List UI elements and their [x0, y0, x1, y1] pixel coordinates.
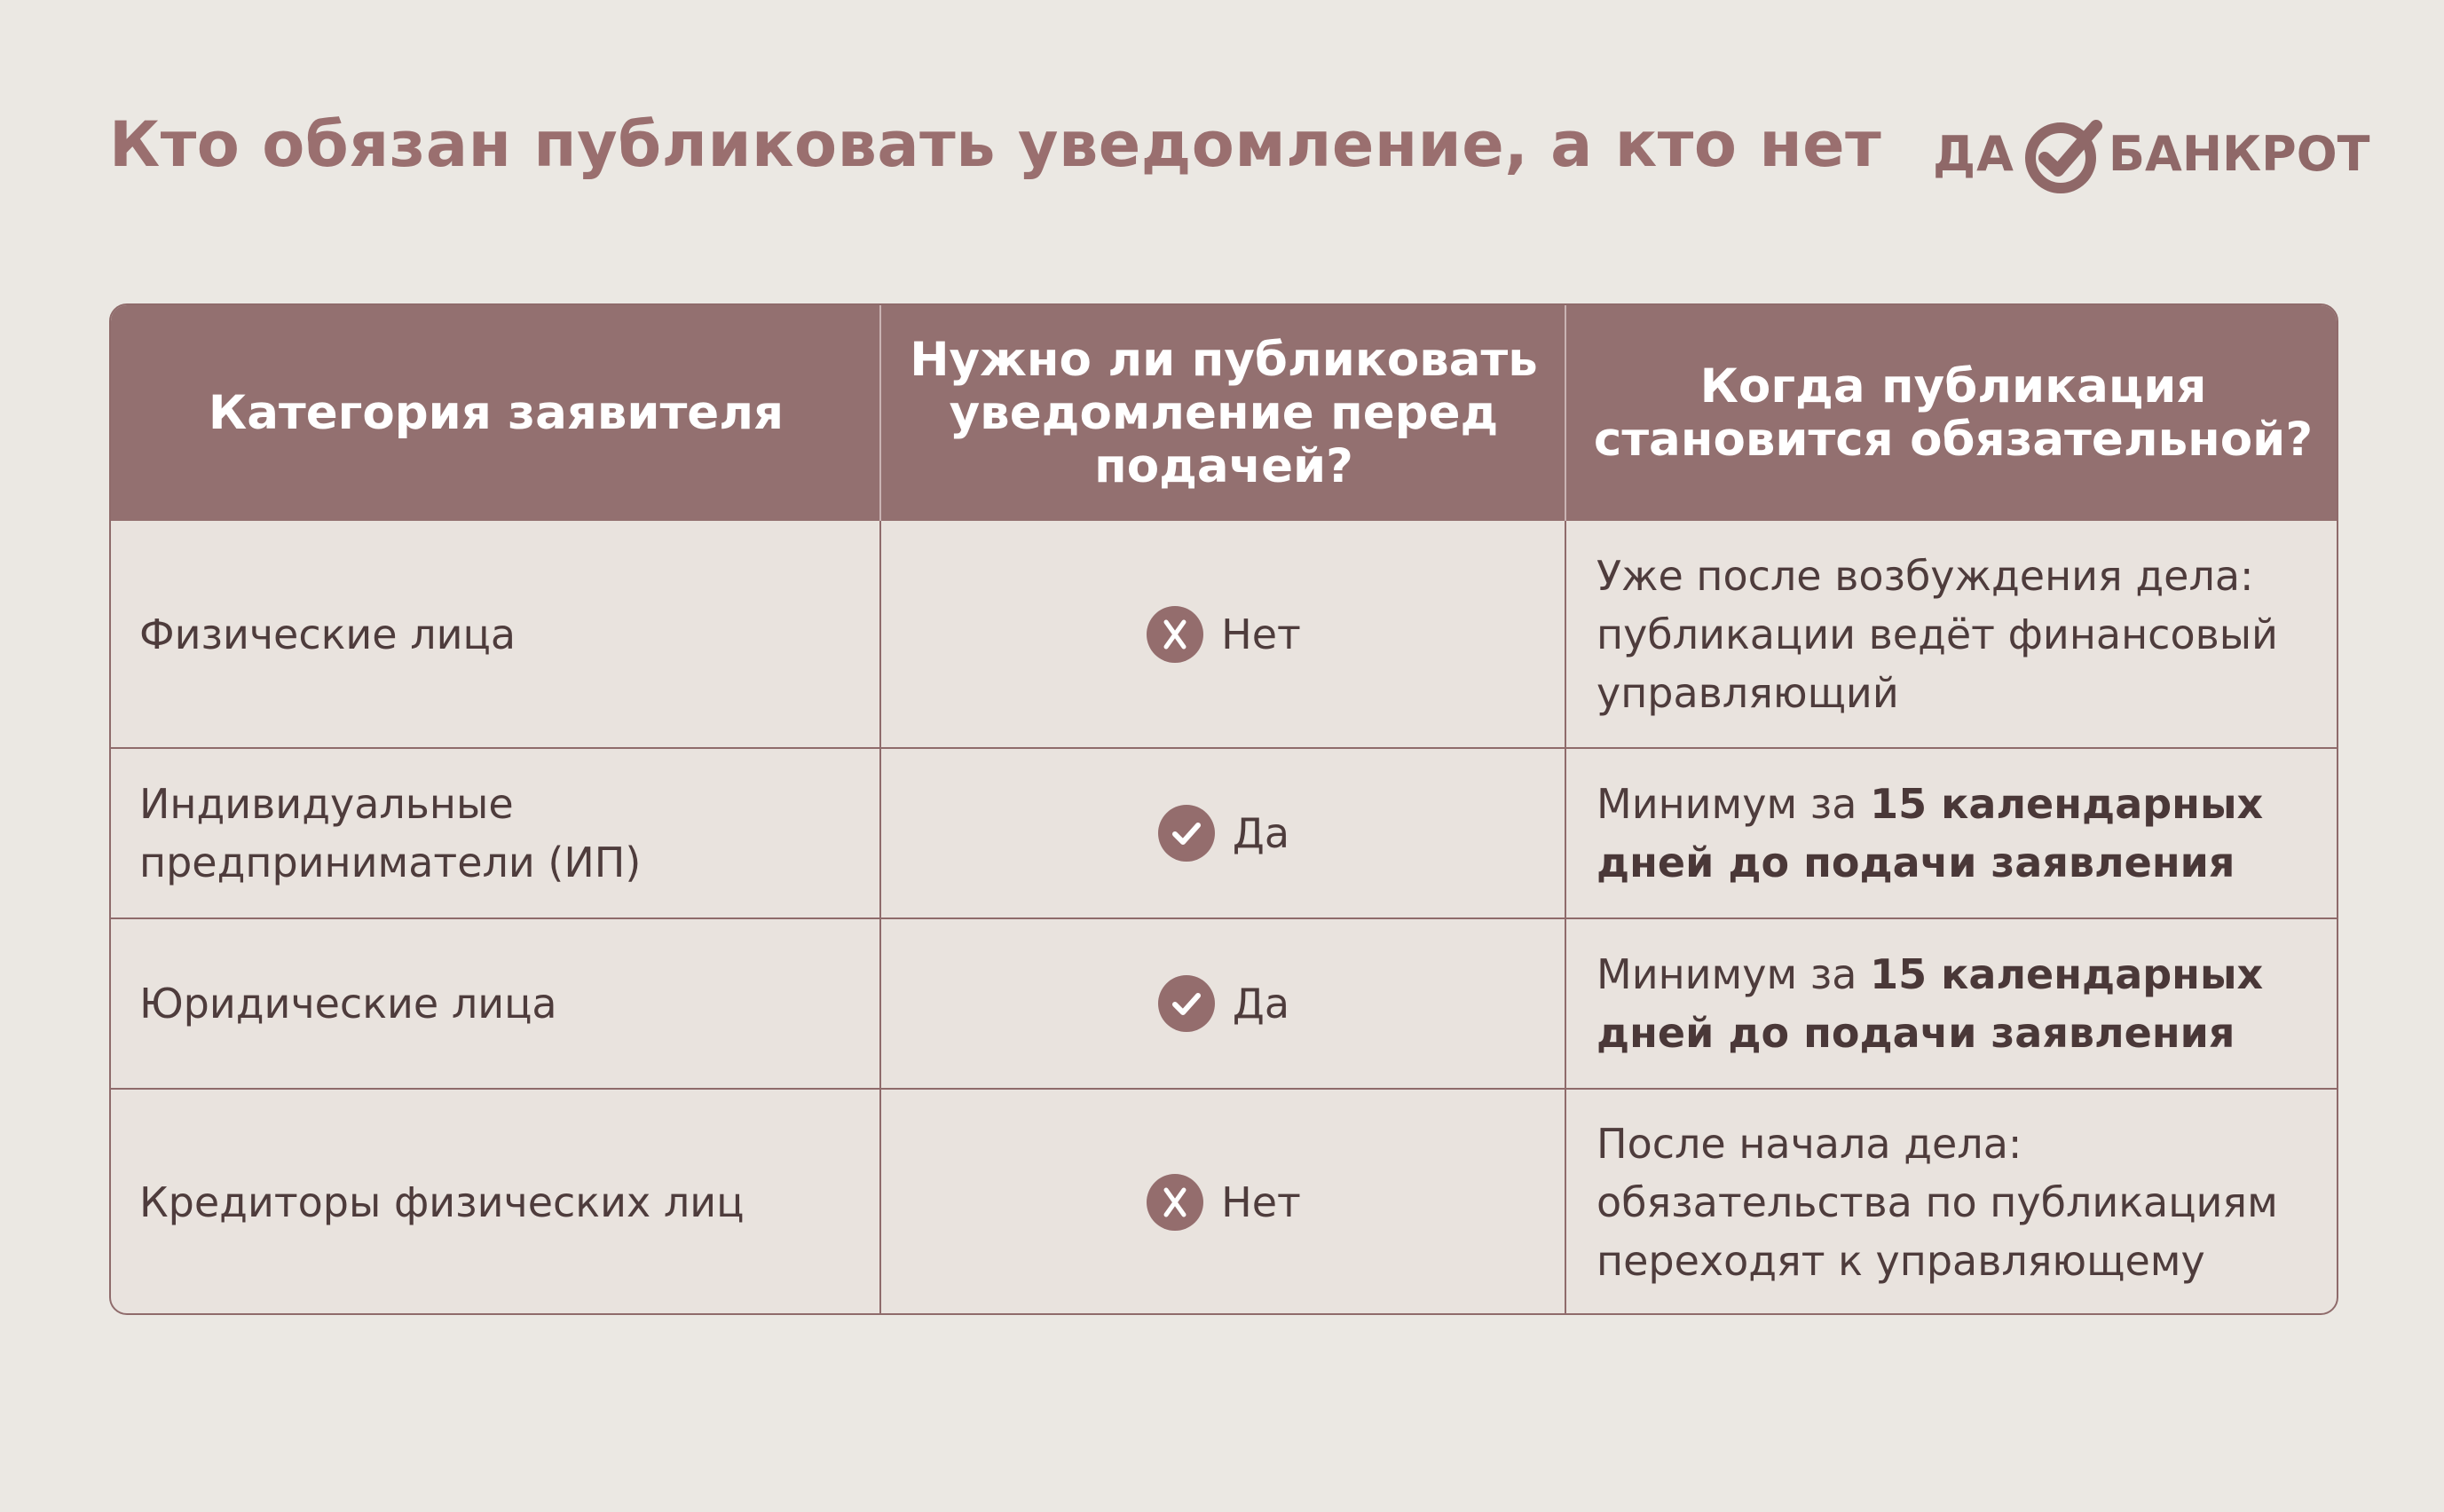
- status-label: Да: [1232, 980, 1290, 1028]
- header-divider: [879, 305, 881, 521]
- when-text-bold: 15 календарных дней до подачи заявления: [1596, 780, 2264, 886]
- status-label: Нет: [1221, 1178, 1301, 1226]
- table-row-when: После начала дела: обязательства по публ…: [1566, 1090, 2337, 1313]
- column-divider: [879, 521, 881, 1313]
- x-circle-icon: [1147, 1174, 1204, 1231]
- logo-right-word: БАНКРОТ: [2108, 126, 2370, 182]
- header-divider: [1565, 305, 1566, 521]
- column-divider: [1565, 521, 1566, 1313]
- when-text: Уже после возбуждения дела: публикации в…: [1596, 551, 2278, 717]
- table-row-status: Нет: [881, 521, 1566, 747]
- check-circle-icon: [1157, 805, 1215, 862]
- brand-logo: ДА БАНКРОТ: [1933, 114, 2370, 195]
- comparison-table: Категория заявителя Нужно ли публиковать…: [109, 303, 2338, 1315]
- table-row-category: Физические лица: [139, 610, 516, 658]
- when-text: Минимум за: [1596, 780, 1871, 828]
- x-circle-icon: [1147, 605, 1204, 663]
- row-divider: [111, 917, 2337, 919]
- table-row-category: Кредиторы физических лиц: [139, 1178, 745, 1226]
- status-label: Да: [1232, 809, 1290, 857]
- when-text: После начала дела: обязательства по публ…: [1596, 1120, 2278, 1285]
- header-category: Категория заявителя: [208, 385, 784, 440]
- check-circle-icon: [1157, 975, 1215, 1032]
- check-circle-logo-icon: [2024, 120, 2102, 193]
- header-when-mandatory: Когда публикация становится обязательной…: [1593, 358, 2314, 467]
- table-row-when: Минимум за 15 календарных дней до подачи…: [1566, 749, 2337, 917]
- when-text: Минимум за: [1596, 950, 1871, 998]
- page-title: Кто обязан публиковать уведомление, а кт…: [109, 108, 1882, 181]
- table-row-status: Нет: [881, 1090, 1566, 1313]
- table-header: Категория заявителя Нужно ли публиковать…: [111, 305, 2337, 521]
- row-divider: [111, 1088, 2337, 1090]
- table-row-when: Минимум за 15 календарных дней до подачи…: [1566, 919, 2337, 1088]
- row-divider: [111, 747, 2337, 749]
- table-row-category: Юридические лица: [139, 980, 557, 1028]
- logo-left-word: ДА: [1933, 126, 2014, 182]
- when-text-bold: 15 календарных дней до подачи заявления: [1596, 950, 2264, 1057]
- header-need-publish: Нужно ли публиковать уведомление перед п…: [910, 332, 1538, 493]
- table-row-when: Уже после возбуждения дела: публикации в…: [1566, 521, 2337, 747]
- status-label: Нет: [1221, 610, 1301, 658]
- table-row-status: Да: [881, 749, 1566, 917]
- table-row-status: Да: [881, 919, 1566, 1088]
- table-row-category: Индивидуальные предприниматели (ИП): [139, 780, 642, 886]
